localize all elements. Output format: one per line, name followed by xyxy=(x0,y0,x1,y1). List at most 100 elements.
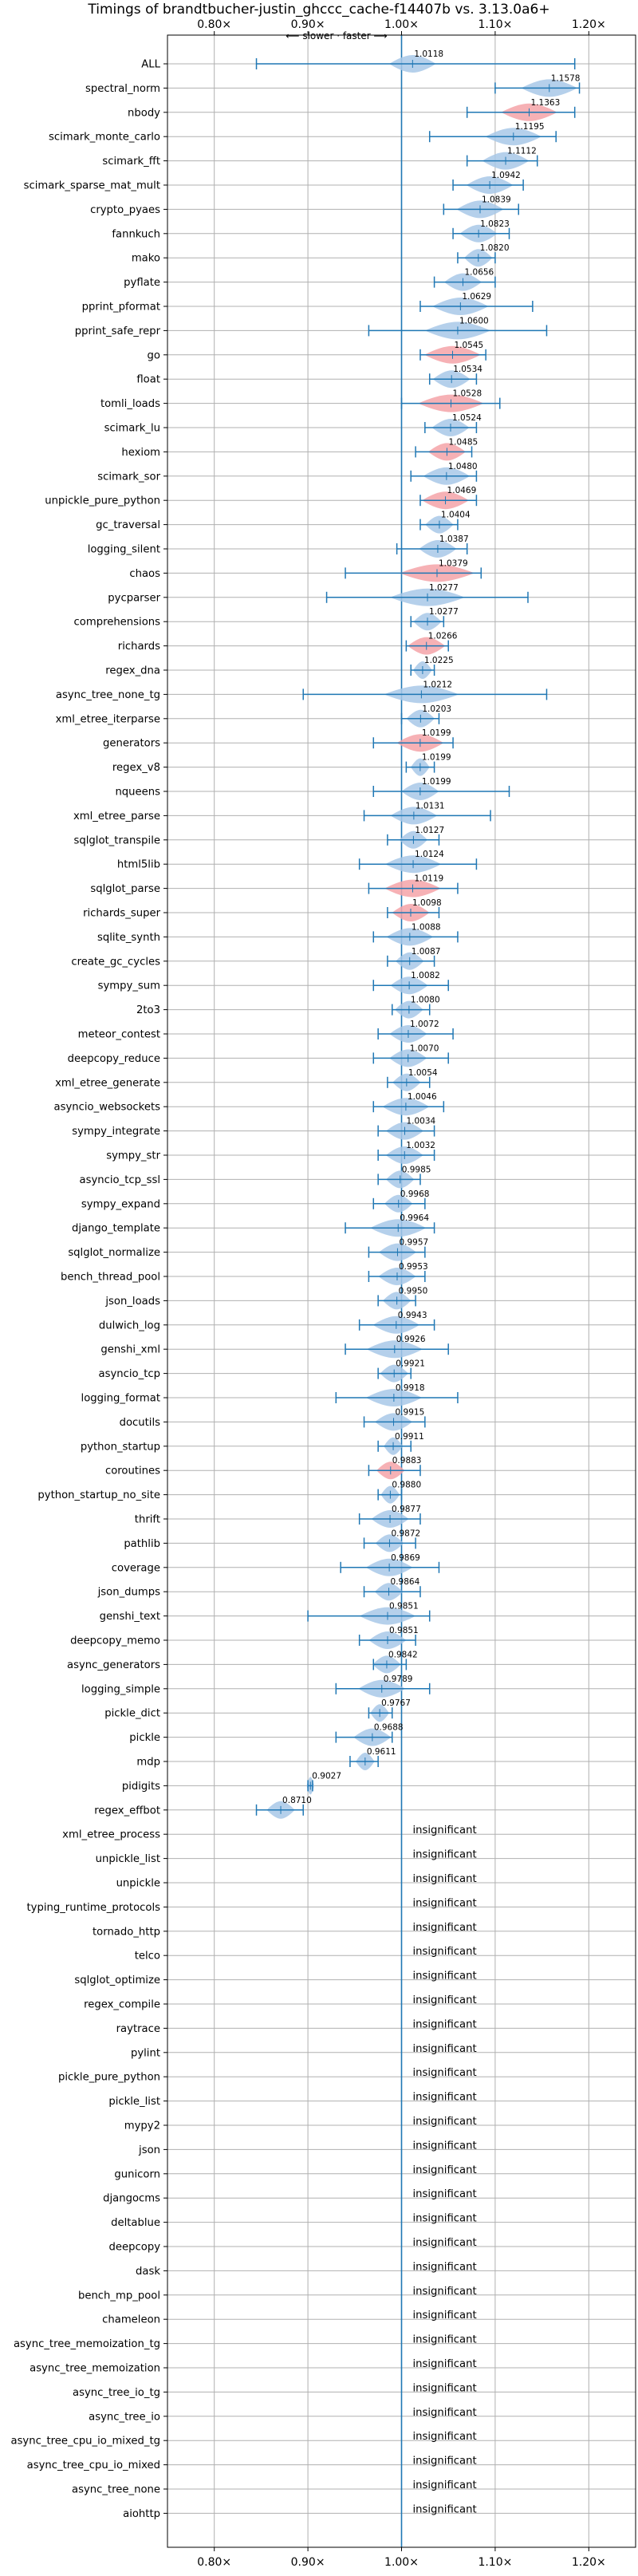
benchmark-label: tornado_http xyxy=(93,1926,160,1938)
benchmark-label: regex_dna xyxy=(105,665,160,677)
benchmark-label: deltablue xyxy=(111,2217,160,2229)
benchmark-label: scimark_sparse_mat_mult xyxy=(24,180,160,192)
chart-subtitle: ⟵ slower · faster ⟶ xyxy=(286,30,387,41)
insignificant-label: insignificant xyxy=(413,2456,477,2468)
value-label: 1.0199 xyxy=(422,728,451,738)
value-label: 1.0118 xyxy=(414,49,443,59)
benchmark-label: meteor_contest xyxy=(78,1029,160,1041)
benchmark-label: regex_compile xyxy=(84,1999,160,2011)
benchmark-label: json_loads xyxy=(104,1296,160,1308)
benchmark-label: mypy2 xyxy=(124,2120,160,2132)
insignificant-label: insignificant xyxy=(413,1922,477,1934)
value-label: 0.9767 xyxy=(381,1698,411,1708)
value-label: 1.0124 xyxy=(415,850,444,859)
value-label: 0.9950 xyxy=(399,1286,428,1296)
x-tick-label-top: 1.20× xyxy=(572,18,606,31)
value-label: 1.0131 xyxy=(415,801,445,811)
value-label: 1.0032 xyxy=(406,1141,435,1150)
value-label: 1.0839 xyxy=(482,195,511,204)
x-tick-label-bottom: 1.20× xyxy=(572,2556,606,2569)
value-label: 0.9915 xyxy=(396,1407,425,1417)
value-label: 1.0203 xyxy=(422,704,451,714)
value-label: 0.9953 xyxy=(399,1262,428,1272)
value-label: 1.0098 xyxy=(412,898,442,908)
value-label: 1.0072 xyxy=(410,1020,439,1029)
insignificant-label: insignificant xyxy=(413,1946,477,1958)
x-tick-label-top: 0.80× xyxy=(197,18,231,31)
value-label: 1.0534 xyxy=(453,365,482,374)
benchmark-label: sympy_str xyxy=(106,1150,160,1162)
value-label: 0.9880 xyxy=(392,1481,421,1490)
benchmark-label: create_gc_cycles xyxy=(71,956,160,968)
benchmark-label: unpickle_list xyxy=(96,1853,160,1865)
value-label: 0.9883 xyxy=(392,1456,422,1466)
x-tick-label-bottom: 1.10× xyxy=(478,2556,512,2569)
insignificant-label: insignificant xyxy=(413,1849,477,1861)
benchmark-label: docutils xyxy=(120,1417,161,1429)
benchmark-label: scimark_lu xyxy=(104,423,160,435)
benchmark-label: raytrace xyxy=(116,2023,160,2035)
labels-layer: 0.80× 0.80× 0.90× 0.90× 1.00× 1.00× 1.10× 1.10×… xyxy=(10,18,605,2569)
insignificant-label: insignificant xyxy=(413,2479,477,2491)
value-label: 1.0277 xyxy=(429,583,459,593)
benchmark-label: json xyxy=(138,2144,160,2156)
benchmark-label: xml_etree_generate xyxy=(55,1077,160,1089)
benchmark-label: pycparser xyxy=(108,592,160,604)
value-label: 1.0225 xyxy=(424,656,454,665)
insignificant-label: insignificant xyxy=(413,2043,477,2055)
insignificant-label: insignificant xyxy=(413,2358,477,2370)
insignificant-label: insignificant xyxy=(413,2407,477,2419)
benchmark-label: asyncio_websockets xyxy=(54,1102,161,1114)
benchmark-label: genshi_xml xyxy=(100,1344,160,1356)
insignificant-label: insignificant xyxy=(413,2067,477,2079)
insignificant-label: insignificant xyxy=(413,2116,477,2128)
value-label: 1.0379 xyxy=(439,558,468,568)
axis-layer xyxy=(163,31,589,2551)
benchmark-label: async_tree_none xyxy=(72,2484,160,2496)
insignificant-label: insignificant xyxy=(413,2140,477,2152)
x-tick-label-top: 1.10× xyxy=(478,18,512,31)
value-label: 1.1112 xyxy=(507,147,537,156)
value-label: 0.9957 xyxy=(399,1238,428,1248)
value-label: 1.0820 xyxy=(480,243,510,253)
benchmark-label: chaos xyxy=(129,568,160,580)
benchmark-label: asyncio_tcp_ssl xyxy=(80,1174,160,1186)
value-label: 0.9872 xyxy=(391,1529,420,1538)
benchmark-label: tomli_loads xyxy=(100,398,160,410)
value-label: 1.0034 xyxy=(406,1117,435,1126)
benchmark-label: scimark_monte_carlo xyxy=(49,132,160,144)
benchmark-label: sqlglot_transpile xyxy=(74,834,161,846)
value-label: 1.0070 xyxy=(410,1043,439,1053)
value-label: 1.0656 xyxy=(465,268,494,278)
x-tick-label-top: 0.90× xyxy=(291,18,325,31)
benchmark-label: logging_simple xyxy=(81,1683,160,1695)
insignificant-label: insignificant xyxy=(413,2237,477,2249)
insignificant-label: insignificant xyxy=(413,1873,477,1885)
insignificant-label: insignificant xyxy=(413,2310,477,2322)
benchmark-label: comprehensions xyxy=(74,617,161,629)
value-label: 1.0277 xyxy=(429,607,459,617)
benchmark-label: deepcopy_reduce xyxy=(68,1053,160,1065)
benchmark-label: scimark_sor xyxy=(97,471,160,483)
benchmark-label: xml_etree_iterparse xyxy=(56,713,160,725)
benchmark-label: typing_runtime_protocols xyxy=(26,1902,160,1914)
value-label: 1.0127 xyxy=(415,826,444,835)
value-label: 1.1578 xyxy=(551,73,581,83)
benchmark-label: pidigits xyxy=(122,1781,160,1793)
benchmark-label: pyflate xyxy=(124,277,160,289)
benchmark-label: async_tree_none_tg xyxy=(56,689,160,701)
benchmark-label: crypto_pyaes xyxy=(90,204,160,216)
benchmark-label: gc_traversal xyxy=(96,519,160,531)
value-label: 0.9911 xyxy=(395,1432,424,1442)
benchmark-label: pprint_pformat xyxy=(82,302,160,314)
insignificant-label: insignificant xyxy=(413,2213,477,2225)
benchmark-label: chameleon xyxy=(102,2314,160,2326)
insignificant-label: insignificant xyxy=(413,1970,477,1982)
value-label: 0.9964 xyxy=(400,1213,429,1223)
benchmark-label: go xyxy=(148,349,160,361)
value-label: 1.0600 xyxy=(459,316,489,325)
benchmark-label: aiohttp xyxy=(123,2508,160,2520)
value-label: 1.0212 xyxy=(423,680,452,689)
benchmark-label: sqlglot_normalize xyxy=(68,1247,160,1259)
insignificant-label: insignificant xyxy=(413,2431,477,2443)
